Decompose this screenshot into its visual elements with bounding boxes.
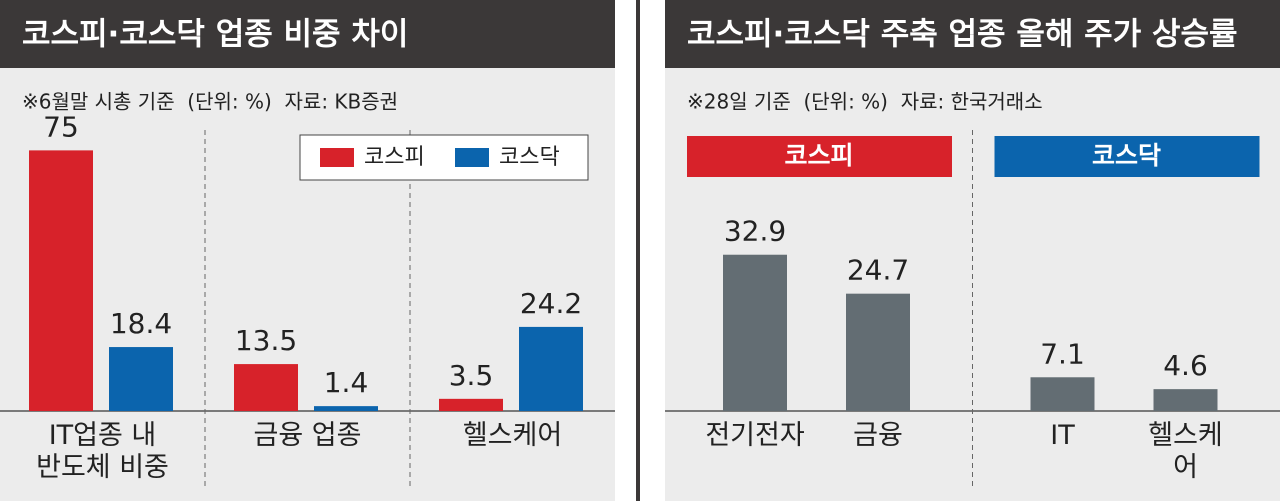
x-tick-label: IT업종 내 반도체 비중 (36, 420, 169, 483)
bar (439, 398, 503, 411)
note: ※28일 기준 (단위: %) 자료: 한국거래소 (687, 90, 1043, 114)
value-label: 3.5 (449, 359, 494, 392)
bar (1030, 377, 1095, 411)
bar (519, 326, 583, 411)
value-label: 32.9 (724, 215, 786, 248)
group-label: 코스닥 (1092, 141, 1161, 170)
title-bar (665, 0, 1280, 68)
value-label: 75 (43, 110, 79, 143)
value-label: 13.5 (235, 324, 297, 357)
bar (314, 406, 378, 411)
value-label: 7.1 (1040, 337, 1085, 370)
group-label: 코스피 (784, 141, 853, 170)
bar (846, 293, 910, 411)
value-label: 24.7 (847, 254, 909, 287)
value-label: 18.4 (110, 307, 172, 340)
x-tick-label: 금융 업종 (253, 420, 362, 451)
note: ※6월말 시총 기준 (단위: %) 자료: KB증권 (22, 90, 398, 114)
title-bar (0, 0, 615, 68)
group-header (687, 136, 952, 177)
group-header (994, 136, 1260, 177)
legend-swatch (320, 148, 354, 167)
value-label: 1.4 (324, 366, 369, 399)
bar (1153, 389, 1218, 411)
x-tick-label: IT (1050, 420, 1075, 451)
chart-title: 코스피·코스닥 업종 비중 차이 (22, 17, 408, 53)
chart-title: 코스피·코스닥 주축 업종 올해 주가 상승률 (687, 17, 1238, 53)
legend-label: 코스닥 (499, 145, 560, 170)
x-tick-label: 헬스케어 (462, 420, 563, 451)
legend-label: 코스피 (364, 145, 425, 170)
x-tick-label: 전기전자 (705, 420, 805, 451)
bar (723, 254, 787, 411)
bar (29, 150, 93, 411)
x-tick-label: 금융 (853, 420, 903, 451)
bar (234, 364, 298, 411)
legend-swatch (455, 148, 489, 167)
value-label: 4.6 (1163, 349, 1208, 382)
panel-bg (0, 0, 615, 501)
x-tick-label: 헬스케어 (1148, 420, 1223, 483)
bar (109, 347, 173, 411)
separator (636, 0, 640, 501)
value-label: 24.2 (520, 287, 582, 320)
